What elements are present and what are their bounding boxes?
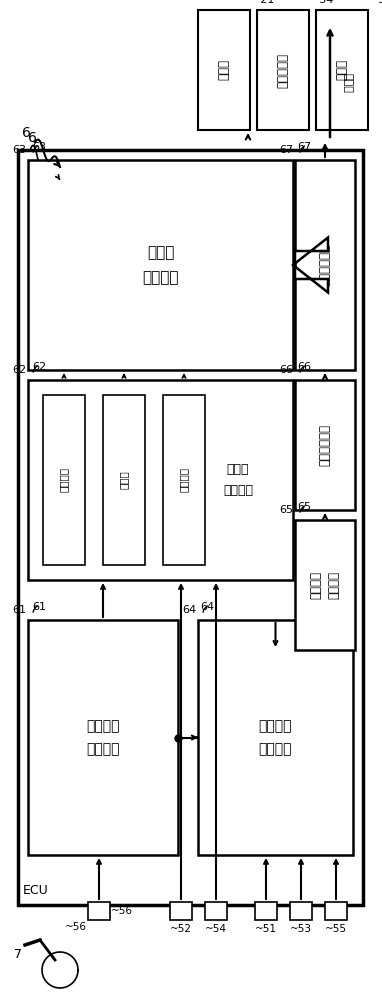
Text: 异常确定单元: 异常确定单元 <box>319 424 332 466</box>
Text: 警报锁: 警报锁 <box>342 73 352 92</box>
FancyArrow shape <box>293 237 328 292</box>
Text: 7: 7 <box>14 948 22 962</box>
Text: ~54: ~54 <box>205 924 227 934</box>
Text: 估算扝矩
计算单元: 估算扝矩 计算单元 <box>259 719 292 756</box>
Bar <box>290 902 312 920</box>
Text: 67: 67 <box>297 142 311 152</box>
Text: 67: 67 <box>279 145 293 155</box>
Text: 节气门电机: 节气门电机 <box>277 52 290 88</box>
Text: ~34: ~34 <box>311 0 334 5</box>
Text: ~56: ~56 <box>65 922 87 932</box>
Text: 63: 63 <box>32 142 46 152</box>
Text: 62: 62 <box>32 362 46 372</box>
Text: 64: 64 <box>200 602 214 612</box>
Text: 66: 66 <box>279 365 293 375</box>
Text: 65: 65 <box>297 502 311 512</box>
Bar <box>295 520 355 650</box>
Text: ~55: ~55 <box>325 924 347 934</box>
Text: 致动器
驱动单元: 致动器 驱动单元 <box>142 245 179 285</box>
Text: 进气量: 进气量 <box>119 471 129 489</box>
Bar <box>28 380 293 580</box>
Text: ~51: ~51 <box>255 924 277 934</box>
Text: 6: 6 <box>22 126 31 140</box>
Text: ~35: ~35 <box>370 0 382 5</box>
Text: 过剑扝矩
计算单元: 过剑扝矩 计算单元 <box>309 571 340 599</box>
Text: 61: 61 <box>12 605 26 615</box>
Bar <box>28 160 293 370</box>
Bar <box>43 395 85 565</box>
Text: 点火器: 点火器 <box>217 60 230 81</box>
Text: 65: 65 <box>279 505 293 515</box>
Text: ~53: ~53 <box>290 924 312 934</box>
Text: 63: 63 <box>12 145 26 155</box>
Text: 64: 64 <box>182 605 196 615</box>
Text: 需求扝矩
计算单元: 需求扝矩 计算单元 <box>86 719 120 756</box>
Text: 喷射器: 喷射器 <box>335 60 348 81</box>
Text: 点火正时: 点火正时 <box>59 468 69 492</box>
Bar <box>325 902 347 920</box>
Bar <box>295 380 355 510</box>
Text: 66: 66 <box>297 362 311 372</box>
Bar <box>257 10 309 130</box>
Text: ECU: ECU <box>23 884 49 897</box>
Text: 燃料喷射: 燃料喷射 <box>179 468 189 492</box>
Bar <box>255 902 277 920</box>
Bar <box>28 620 178 855</box>
Bar <box>88 902 110 920</box>
Text: 62: 62 <box>12 365 26 375</box>
Text: ~56: ~56 <box>111 906 133 916</box>
Bar <box>163 395 205 565</box>
Text: ~52: ~52 <box>170 924 192 934</box>
Bar <box>198 10 250 130</box>
Bar <box>18 150 363 905</box>
Bar <box>170 902 192 920</box>
Text: 6: 6 <box>28 131 37 145</box>
Bar <box>205 902 227 920</box>
Text: 控制量
计算单元: 控制量 计算单元 <box>223 463 253 497</box>
Text: 61: 61 <box>32 602 46 612</box>
Bar <box>295 160 355 370</box>
Text: 故障安全单元: 故障安全单元 <box>319 244 332 286</box>
Bar <box>103 395 145 565</box>
Text: ~21: ~21 <box>252 0 275 5</box>
Bar <box>316 10 368 130</box>
Bar <box>198 620 353 855</box>
